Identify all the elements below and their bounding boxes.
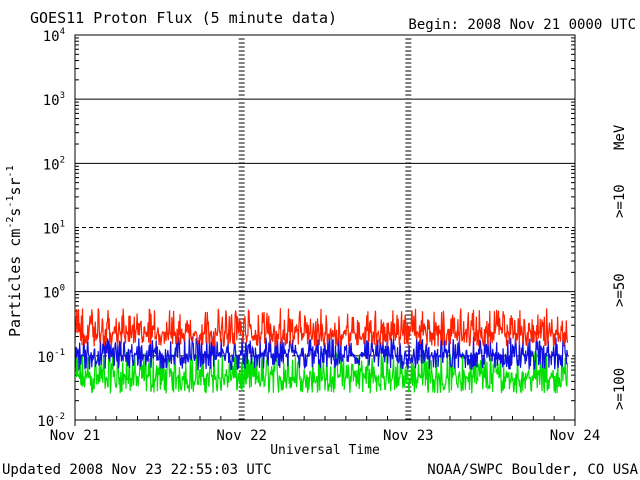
series-layer xyxy=(74,308,569,395)
y-tick-labels: 104 103 102 101 100 10-1 10-2 xyxy=(37,27,65,430)
legend-series-10mev: >=10 xyxy=(612,184,628,218)
y-tick-label: 10-1 xyxy=(37,348,65,366)
x-axis-label: Universal Time xyxy=(270,443,380,458)
legend-unit: MeV xyxy=(612,124,628,150)
y-tick-label: 104 xyxy=(43,27,65,45)
y-tick-label: 10-2 xyxy=(37,412,65,430)
x-tick-label: Nov 21 xyxy=(50,428,101,444)
x-tick-label: Nov 23 xyxy=(383,428,434,444)
x-tick-label: Nov 24 xyxy=(550,428,601,444)
series-line-50mev xyxy=(74,336,569,371)
y-tick-label: 100 xyxy=(43,284,65,302)
chart-title: GOES11 Proton Flux (5 minute data) xyxy=(30,9,337,27)
source-credit: NOAA/SWPC Boulder, CO USA xyxy=(427,462,638,478)
y-tick-label: 101 xyxy=(43,220,65,238)
y-tick-label: 102 xyxy=(43,155,65,173)
grid-layer xyxy=(74,34,576,426)
series-line-10mev xyxy=(74,308,569,347)
x-tick-label: Nov 22 xyxy=(216,428,267,444)
legend-series-50mev: >=50 xyxy=(612,273,628,307)
y-tick-label: 103 xyxy=(43,91,65,109)
x-tick-labels: Nov 21 Nov 22 Nov 23 Nov 24 xyxy=(50,428,601,444)
legend-series-100mev: >=100 xyxy=(612,368,628,410)
begin-label: Begin: 2008 Nov 21 0000 UTC xyxy=(408,17,636,33)
y-axis-label: Particles cm-2s-1sr-1 xyxy=(5,165,24,337)
updated-timestamp: Updated 2008 Nov 23 22:55:03 UTC xyxy=(2,462,272,478)
series-line-100mev xyxy=(74,350,569,395)
plot-frame xyxy=(74,34,576,421)
